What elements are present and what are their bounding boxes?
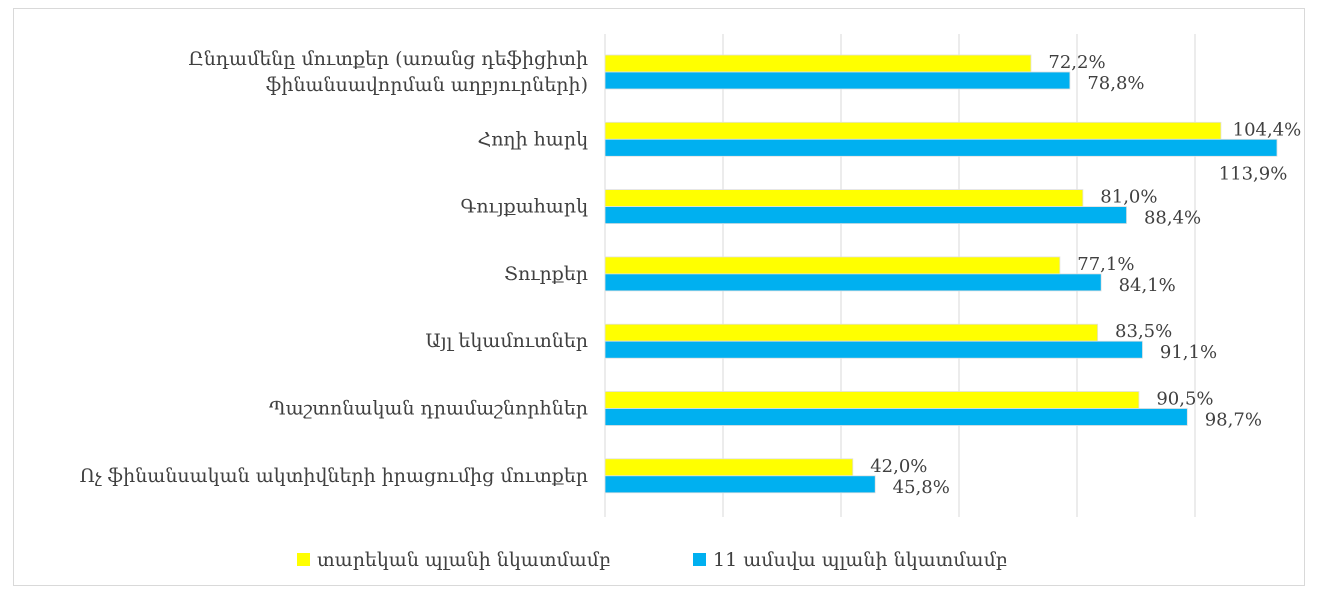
data-label: 104,4% [1233,119,1302,140]
bar-chart: Ընդամենը մուտքեր (առանց դեֆիցիտի ֆինանսավ… [80,34,1301,571]
category-label-line: Այլ եկամուտներ [425,330,588,352]
data-label: 78,8% [1087,73,1144,94]
bar-annual-plan [604,323,1099,342]
bar-annual-plan [604,458,854,477]
legend-swatch [297,553,310,566]
data-label: 72,2% [1048,52,1105,73]
bars [604,54,1278,494]
legend-label: տարեկան պլանի նկատմամբ [317,549,611,571]
bar-annual-plan [604,391,1140,409]
category-label: Պաշտոնական դրամաշնորհներ [269,398,588,420]
bar-annual-plan [604,121,1222,140]
bar-11-month-plan [604,340,1143,359]
category-label-line: Գույքահարկ [461,196,589,218]
category-label-line: ֆինանսավորման աղբյուրների) [266,74,588,96]
data-label: 77,1% [1077,254,1134,275]
data-label: 83,5% [1115,321,1172,342]
data-label: 90,5% [1156,389,1213,410]
bar-11-month-plan [604,71,1071,90]
category-label: Ընդամենը մուտքեր (առանց դեֆիցիտի ֆինանսավ… [188,48,588,96]
category-label: Գույքահարկ [461,196,589,218]
bar-11-month-plan [604,273,1102,292]
data-label: 81,0% [1100,187,1157,208]
category-label-line: Հողի հարկ [478,128,589,150]
data-label: 45,8% [893,477,950,498]
bar-annual-plan [604,54,1032,73]
legend: տարեկան պլանի նկատմամբ 11 ամսվա պլանի նկա… [297,549,1008,571]
category-label: Հողի հարկ [478,128,589,150]
legend-label: 11 ամսվա պլանի նկատմամբ [713,549,1008,571]
data-label: 98,7% [1205,410,1262,431]
category-label-line: Պաշտոնական դրամաշնորհներ [269,398,588,420]
category-labels: Ընդամենը մուտքեր (առանց դեֆիցիտի ֆինանսավ… [80,48,588,487]
category-label-line: Ընդամենը մուտքեր (առանց դեֆիցիտի [188,48,588,70]
category-label-line: Ոչ ֆինանսական ակտիվների իրացումից մուտքե… [80,465,588,487]
bar-annual-plan [604,189,1084,208]
value-labels: 72,2%78,8% 104,4% 113,9% 81,0%88,4% 77,1%84,… [870,52,1301,498]
category-label: Այլ եկամուտներ [425,330,588,352]
legend-swatch [693,553,706,566]
bar-11-month-plan [604,408,1188,426]
category-label: Տուրքեր [504,263,588,285]
category-label-line: Տուրքեր [504,263,588,285]
data-label: 88,4% [1144,208,1201,229]
data-label: 91,1% [1160,342,1217,363]
bar-annual-plan [604,256,1061,275]
bar-11-month-plan [604,138,1278,157]
bar-11-month-plan [604,475,876,494]
data-label: 42,0% [870,456,927,477]
data-label: 113,9% [1219,163,1288,184]
data-label: 84,1% [1119,275,1176,296]
bar-11-month-plan [604,206,1127,225]
category-label: Ոչ ֆինանսական ակտիվների իրացումից մուտքե… [80,465,588,487]
chart-frame: Ընդամենը մուտքեր (առանց դեֆիցիտի ֆինանսավ… [13,8,1305,586]
